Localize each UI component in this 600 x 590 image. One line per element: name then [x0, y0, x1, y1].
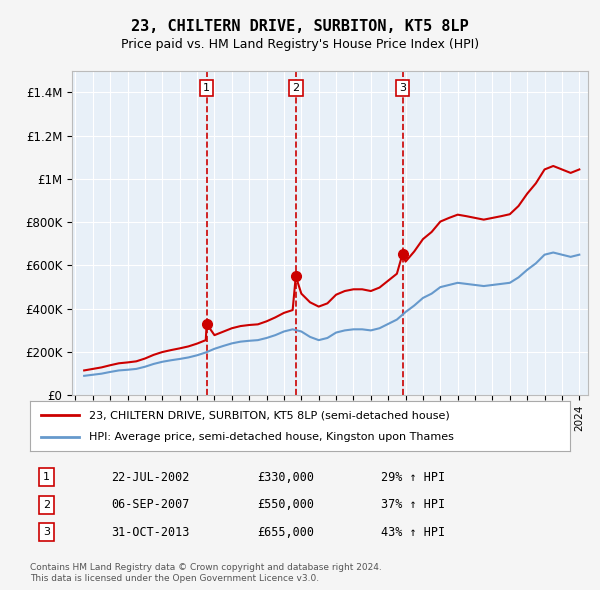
Text: 37% ↑ HPI: 37% ↑ HPI [381, 499, 445, 512]
Text: Contains HM Land Registry data © Crown copyright and database right 2024.
This d: Contains HM Land Registry data © Crown c… [30, 563, 382, 583]
Text: £550,000: £550,000 [257, 499, 314, 512]
Text: HPI: Average price, semi-detached house, Kingston upon Thames: HPI: Average price, semi-detached house,… [89, 432, 454, 442]
Text: 2: 2 [43, 500, 50, 510]
Text: 1: 1 [203, 83, 210, 93]
Text: £655,000: £655,000 [257, 526, 314, 539]
Text: 23, CHILTERN DRIVE, SURBITON, KT5 8LP: 23, CHILTERN DRIVE, SURBITON, KT5 8LP [131, 19, 469, 34]
Text: £330,000: £330,000 [257, 471, 314, 484]
Text: 22-JUL-2002: 22-JUL-2002 [111, 471, 190, 484]
Text: 29% ↑ HPI: 29% ↑ HPI [381, 471, 445, 484]
Text: 3: 3 [43, 527, 50, 537]
Text: 3: 3 [399, 83, 406, 93]
Text: 2: 2 [292, 83, 299, 93]
Text: 06-SEP-2007: 06-SEP-2007 [111, 499, 190, 512]
Text: 23, CHILTERN DRIVE, SURBITON, KT5 8LP (semi-detached house): 23, CHILTERN DRIVE, SURBITON, KT5 8LP (s… [89, 410, 450, 420]
Text: 43% ↑ HPI: 43% ↑ HPI [381, 526, 445, 539]
Text: 31-OCT-2013: 31-OCT-2013 [111, 526, 190, 539]
Text: 1: 1 [43, 473, 50, 483]
Text: Price paid vs. HM Land Registry's House Price Index (HPI): Price paid vs. HM Land Registry's House … [121, 38, 479, 51]
